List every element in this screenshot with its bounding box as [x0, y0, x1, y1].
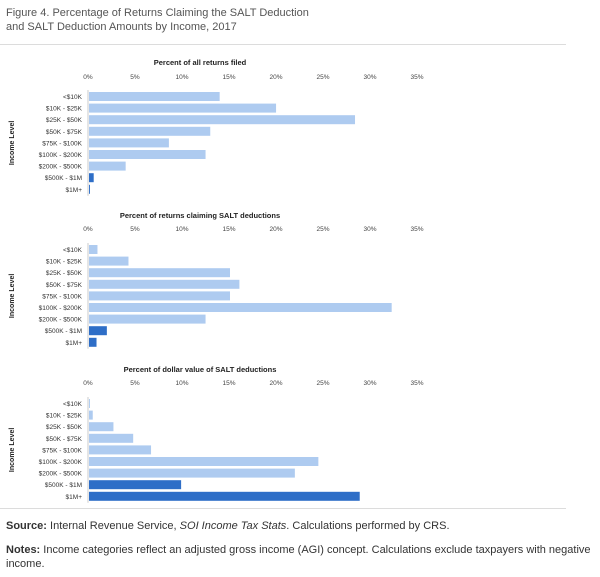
chart-3-x-tick-label: 30%	[363, 380, 376, 387]
chart-3-x-tick-label: 0%	[83, 380, 93, 387]
chart-3-x-tick-label: 35%	[410, 380, 423, 387]
chart-2-y-axis-label: Income Level	[9, 274, 16, 318]
source-label: Source:	[6, 520, 47, 532]
chart-3-y-axis-label: Income Level	[9, 428, 16, 472]
chart-2-category-label: $200K - $500K	[39, 317, 83, 324]
chart-1-category-label: $1M+	[66, 187, 83, 194]
chart-3-title: Percent of dollar value of SALT deductio…	[124, 365, 277, 374]
chart-1-category-label: $100K - $200K	[39, 152, 83, 159]
chart-2-category-label: $50K - $75K	[46, 282, 83, 289]
chart-2-category-label: $500K - $1M	[45, 328, 82, 335]
chart-3-category-label: $200K - $500K	[39, 471, 83, 478]
chart-3-category-label: $1M+	[66, 494, 83, 501]
source-text-1: Internal Revenue Service,	[50, 520, 180, 532]
source-note: Source: Internal Revenue Service, SOI In…	[6, 519, 591, 533]
chart-1-bar	[89, 150, 206, 159]
chart-2-x-tick-label: 30%	[363, 226, 376, 233]
chart-2-category-label: $1M+	[66, 340, 83, 347]
chart-1-x-tick-label: 15%	[222, 74, 235, 81]
chart-3-bar	[89, 457, 319, 466]
figure-title-line-1: Figure 4. Percentage of Returns Claiming…	[6, 7, 309, 19]
chart-3-x-tick-label: 25%	[316, 380, 329, 387]
chart-2-bar	[89, 256, 129, 266]
chart-1-bar	[89, 138, 169, 148]
chart-1-x-tick-label: 0%	[83, 74, 93, 81]
chart-1-bar	[89, 126, 211, 136]
chart-2-category-label: $10K - $25K	[46, 259, 83, 266]
chart-2-x-tick-label: 35%	[410, 226, 423, 233]
figure-title: Figure 4. Percentage of Returns Claiming…	[6, 6, 566, 34]
chart-1-y-axis-label: Income Level	[9, 121, 16, 165]
chart-2-category-label: $75K - $100K	[42, 293, 82, 300]
chart-3-bar	[89, 422, 114, 432]
chart-1-bar	[89, 184, 90, 194]
chart-3-bar	[89, 410, 93, 420]
chart-3-category-label: $75K - $100K	[42, 447, 82, 454]
chart-1-x-tick-label: 25%	[316, 74, 329, 81]
source-text-2: . Calculations performed by CRS.	[286, 520, 450, 532]
chart-3-x-tick-label: 10%	[175, 380, 188, 387]
chart-3-bar	[89, 433, 134, 443]
chart-2-category-label: <$10K	[63, 247, 83, 254]
chart-2-bar	[89, 245, 98, 254]
chart-3-bar	[89, 468, 295, 478]
chart-2-title: Percent of returns claiming SALT deducti…	[120, 211, 280, 220]
chart-1-bar	[89, 103, 277, 113]
chart-2-category-label: $100K - $200K	[39, 305, 83, 312]
chart-2-x-tick-label: 20%	[269, 226, 282, 233]
chart-3-bar	[89, 491, 360, 501]
figure-title-line-2: and SALT Deduction Amounts by Income, 20…	[6, 21, 237, 33]
chart-3-category-label: $25K - $50K	[46, 424, 83, 431]
chart-2-x-tick-label: 10%	[175, 226, 188, 233]
chart-1-bar	[89, 92, 220, 101]
chart-1-bar	[89, 115, 356, 125]
source-text-italic: SOI Income Tax Stats	[179, 520, 287, 532]
chart-3-category-label: $100K - $200K	[39, 459, 83, 466]
chart-3-bar	[89, 399, 90, 408]
chart-1-category-label: $500K - $1M	[45, 175, 82, 182]
chart-3-category-label: $10K - $25K	[46, 413, 83, 420]
chart-2-bar	[89, 303, 392, 312]
chart-1-category-label: $50K - $75K	[46, 129, 83, 136]
chart-1-x-tick-label: 20%	[269, 74, 282, 81]
chart-1-category-label: $75K - $100K	[42, 140, 82, 147]
chart-1-bar	[89, 173, 94, 183]
chart-2-bar	[89, 291, 230, 301]
chart-1-x-tick-label: 35%	[410, 74, 423, 81]
chart-2-bar	[89, 268, 230, 278]
chart-1-title: Percent of all returns filed	[154, 58, 247, 67]
chart-3-bar	[89, 445, 152, 455]
chart-3-x-tick-label: 15%	[222, 380, 235, 387]
chart-2-x-tick-label: 15%	[222, 226, 235, 233]
chart-1-x-tick-label: 10%	[175, 74, 188, 81]
chart-2-x-tick-label: 25%	[316, 226, 329, 233]
chart-3-x-tick-label: 5%	[130, 380, 140, 387]
chart-3-bar	[89, 480, 182, 490]
chart-2-category-label: $25K - $50K	[46, 270, 83, 277]
chart-2-x-tick-label: 0%	[83, 226, 93, 233]
chart-3-category-label: $50K - $75K	[46, 436, 83, 443]
notes: Notes: Income categories reflect an adju…	[6, 543, 591, 571]
chart-1-x-tick-label: 30%	[363, 74, 376, 81]
chart-2-bar	[89, 279, 240, 289]
chart-3-category-label: <$10K	[63, 401, 83, 408]
chart-1-category-label: $25K - $50K	[46, 117, 83, 124]
chart-1-category-label: <$10K	[63, 94, 83, 101]
chart-1-x-tick-label: 5%	[130, 74, 140, 81]
chart-2-bar	[89, 314, 206, 324]
chart-1-category-label: $10K - $25K	[46, 106, 83, 113]
chart-3-category-label: $500K - $1M	[45, 482, 82, 489]
chart-1-category-label: $200K - $500K	[39, 164, 83, 171]
notes-label: Notes:	[6, 544, 41, 556]
chart-2-bar	[89, 337, 97, 347]
chart-1-bar	[89, 161, 126, 171]
chart-2-x-tick-label: 5%	[130, 226, 140, 233]
chart-2-bar	[89, 326, 107, 336]
chart-3-x-tick-label: 20%	[269, 380, 282, 387]
notes-text: Income categories reflect an adjusted gr…	[6, 544, 591, 570]
